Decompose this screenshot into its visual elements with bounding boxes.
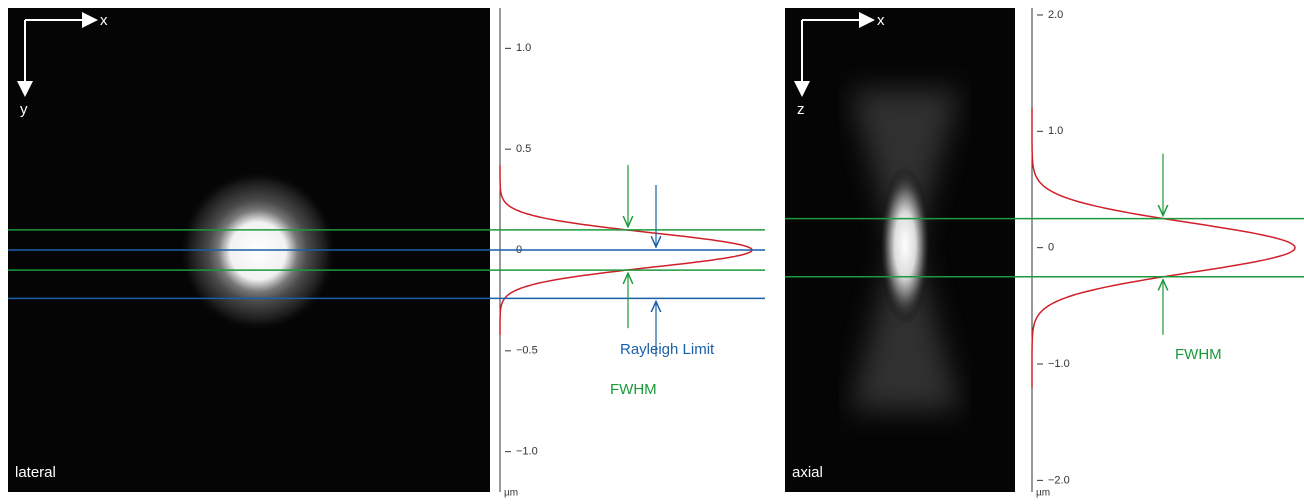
unit: µm	[504, 488, 518, 499]
axis-name: x	[100, 12, 108, 29]
tick-label: 2.0	[1048, 9, 1063, 21]
profile-curve	[1031, 108, 1296, 388]
tick-label: −2.0	[1048, 474, 1070, 486]
tick-label: 0	[1048, 242, 1054, 254]
psf-spot	[879, 165, 931, 325]
fwhm-label: FWHM	[1175, 346, 1222, 363]
psf-spot	[178, 169, 338, 333]
tick-label: 0.5	[516, 143, 531, 155]
panel-label: lateral	[15, 464, 56, 481]
axis-name: z	[797, 101, 805, 118]
tick-label: −1.0	[1048, 358, 1070, 370]
axis-name: y	[20, 101, 28, 118]
tick-label: −1.0	[516, 446, 538, 458]
rayleigh-label: Rayleigh Limit	[620, 341, 715, 358]
tick-label: 1.0	[1048, 125, 1063, 137]
unit: µm	[1036, 488, 1050, 499]
fwhm-label: FWHM	[610, 381, 657, 398]
panel-label: axial	[792, 464, 823, 481]
tick-label: 1.0	[516, 42, 531, 54]
tick-label: −0.5	[516, 345, 538, 357]
axis-name: x	[877, 12, 885, 29]
